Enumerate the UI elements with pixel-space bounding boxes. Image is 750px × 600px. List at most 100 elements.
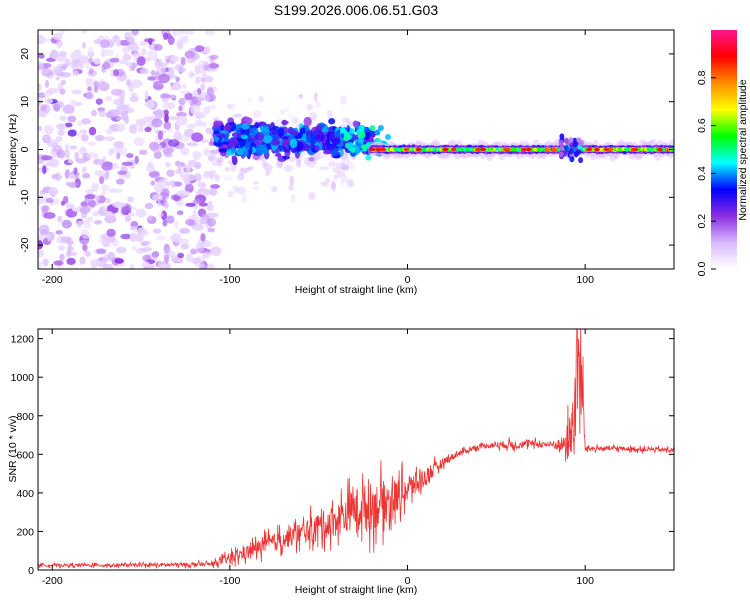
snr-marks	[38, 329, 674, 570]
spectrogram-cell	[72, 70, 80, 77]
spectrogram-cell	[244, 140, 251, 150]
spectrogram-cell	[81, 172, 91, 179]
spectrogram-cell	[127, 212, 136, 217]
spectrogram-cell	[151, 251, 160, 258]
spectrogram-cell	[115, 246, 127, 254]
spectrogram-cell	[55, 54, 67, 62]
spectrogram-cell	[358, 124, 365, 131]
spectrogram-cell	[94, 193, 101, 201]
spectrogram-cell	[165, 60, 170, 65]
spectrogram-cell	[178, 105, 183, 112]
spectrogram-cell	[480, 147, 486, 152]
spectrogram-cell	[297, 94, 303, 99]
spectrogram-cell	[630, 147, 637, 152]
snr-y-tick-label: 600	[16, 449, 34, 461]
colorbar: 0.0 0.2 0.4 0.6 0.8 Normalized spectral ampl…	[696, 30, 749, 276]
spectrogram-cell	[237, 173, 245, 181]
spectrogram-cell	[114, 258, 124, 264]
spectrogram-cell	[201, 121, 207, 128]
spectrogram-cell	[195, 76, 202, 83]
spectrogram-cell	[202, 171, 210, 180]
spectrogram-cell	[525, 147, 532, 152]
spectrogram-cell	[176, 111, 187, 118]
spectrogram-cell	[207, 87, 214, 97]
spectrogram-cell	[85, 188, 94, 195]
spectrogram-cell	[295, 158, 302, 168]
spectrogram-cell	[121, 111, 129, 121]
spectrogram-cell	[573, 151, 579, 158]
spectrogram-cell	[140, 48, 147, 56]
spectrogram-cell	[200, 138, 209, 143]
spectrogram-cell	[299, 127, 306, 136]
spectrogram-cell	[87, 86, 92, 91]
spectrogram-cell	[261, 125, 270, 133]
spectrogram-cell	[164, 55, 169, 61]
spectrogram-cell	[116, 123, 126, 133]
spectrogram-cell	[346, 156, 352, 165]
spectrogram-cell	[57, 215, 63, 223]
spectrogram-cell	[38, 61, 44, 71]
snr-plot-area	[38, 329, 674, 570]
spectrogram-cell	[283, 164, 293, 173]
spectrogram-cell	[205, 46, 211, 54]
spectrogram-cell	[130, 92, 138, 98]
spectrogram-cell	[155, 234, 166, 241]
spectrogram-cell	[347, 179, 355, 188]
spectrogram-cell	[377, 125, 384, 131]
spectrogram-cell	[185, 252, 193, 263]
spectrogram-y-ticks: 20 10 0 -10 -20	[19, 48, 674, 253]
spectrogram-cell	[551, 147, 558, 152]
spectrogram-cell	[165, 247, 172, 253]
snr-x-ticks: -200 -100 0 100	[42, 329, 594, 587]
spectrogram-cell	[328, 160, 335, 168]
spectrogram-cell	[210, 184, 221, 189]
spectrogram-cell	[122, 54, 132, 61]
spectrogram-cell	[113, 69, 119, 77]
spectrogram-cell	[303, 116, 312, 127]
spectrogram-cell	[83, 93, 88, 98]
spectrogram-cell	[45, 197, 54, 204]
spectrogram-cell	[88, 67, 94, 75]
spectrogram-cell	[559, 133, 565, 140]
spectrogram-cell	[328, 118, 336, 125]
spectrogram-cell	[160, 188, 170, 197]
spectrogram-cell	[247, 165, 254, 171]
spectrogram-cell	[188, 71, 194, 79]
spectrogram-cell	[129, 263, 134, 269]
spectrogram-cell	[53, 103, 61, 112]
spectrogram-cell	[107, 251, 115, 261]
spectrogram-cell	[176, 210, 184, 216]
spectrogram-cell	[80, 201, 88, 207]
spectrogram-cell	[326, 109, 333, 119]
spectrogram-cell	[558, 151, 564, 158]
spectrogram-cell	[281, 120, 289, 125]
spectrogram-cell	[214, 174, 220, 180]
spectrogram-y-tick-label: -20	[19, 237, 31, 252]
snr-series-line	[38, 329, 674, 570]
spectrogram-cell	[66, 249, 72, 258]
spectrogram-cell	[403, 147, 410, 152]
spectrogram-cell	[185, 164, 191, 173]
spectrogram-cell	[236, 147, 245, 156]
spectrogram-cell	[116, 37, 121, 47]
spectrogram-cell	[151, 118, 163, 128]
spectrogram-cell	[88, 126, 97, 136]
spectrogram-cell	[208, 104, 217, 110]
spectrogram-cell	[244, 117, 253, 125]
spectrogram-cell	[187, 159, 199, 166]
spectrogram-cell	[79, 256, 86, 265]
spectrogram-cell	[315, 145, 320, 152]
spectrogram-cell	[197, 187, 208, 196]
spectrogram-cell	[341, 164, 350, 171]
spectrogram-cell	[55, 136, 63, 142]
spectrogram-cell	[111, 88, 123, 96]
spectrogram-cell	[82, 30, 88, 34]
spectrogram-cell	[347, 142, 354, 148]
spectrogram-cell	[208, 187, 218, 196]
spectrogram-x-tick-label: 0	[405, 274, 411, 286]
spectrogram-cell	[84, 251, 91, 257]
spectrogram-cell	[118, 174, 125, 179]
spectrogram-cell	[41, 155, 53, 161]
spectrogram-cell	[60, 79, 67, 86]
